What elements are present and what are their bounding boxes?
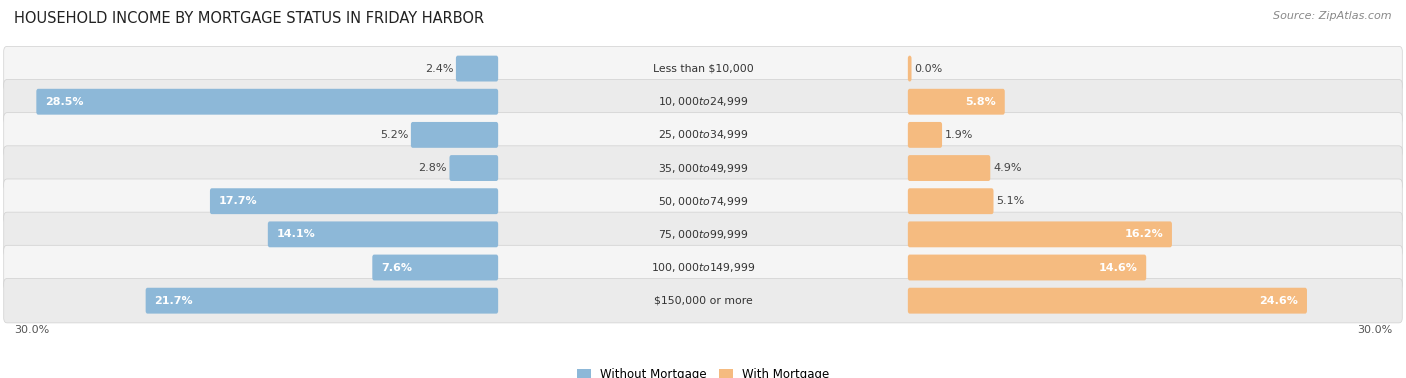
Text: 24.6%: 24.6% (1260, 296, 1298, 306)
Text: $100,000 to $149,999: $100,000 to $149,999 (651, 261, 755, 274)
Text: 0.0%: 0.0% (914, 64, 942, 74)
FancyBboxPatch shape (209, 188, 498, 214)
FancyBboxPatch shape (908, 288, 1308, 314)
FancyBboxPatch shape (908, 122, 942, 148)
Text: $50,000 to $74,999: $50,000 to $74,999 (658, 195, 748, 208)
FancyBboxPatch shape (4, 146, 1402, 190)
Text: $150,000 or more: $150,000 or more (654, 296, 752, 306)
Text: 21.7%: 21.7% (155, 296, 193, 306)
Text: 1.9%: 1.9% (945, 130, 973, 140)
Text: 2.4%: 2.4% (425, 64, 453, 74)
FancyBboxPatch shape (908, 188, 994, 214)
Text: Source: ZipAtlas.com: Source: ZipAtlas.com (1274, 11, 1392, 21)
Text: 30.0%: 30.0% (1357, 325, 1392, 335)
FancyBboxPatch shape (373, 255, 498, 280)
FancyBboxPatch shape (908, 155, 990, 181)
FancyBboxPatch shape (37, 89, 498, 115)
Text: 16.2%: 16.2% (1125, 229, 1163, 239)
Text: Less than $10,000: Less than $10,000 (652, 64, 754, 74)
FancyBboxPatch shape (4, 179, 1402, 223)
FancyBboxPatch shape (456, 56, 498, 82)
FancyBboxPatch shape (908, 56, 911, 82)
Text: 14.6%: 14.6% (1098, 262, 1137, 273)
FancyBboxPatch shape (450, 155, 498, 181)
FancyBboxPatch shape (908, 222, 1173, 247)
Text: 30.0%: 30.0% (14, 325, 49, 335)
FancyBboxPatch shape (4, 46, 1402, 91)
FancyBboxPatch shape (4, 279, 1402, 323)
Text: HOUSEHOLD INCOME BY MORTGAGE STATUS IN FRIDAY HARBOR: HOUSEHOLD INCOME BY MORTGAGE STATUS IN F… (14, 11, 484, 26)
FancyBboxPatch shape (4, 79, 1402, 124)
Text: 7.6%: 7.6% (381, 262, 412, 273)
FancyBboxPatch shape (4, 212, 1402, 257)
FancyBboxPatch shape (267, 222, 498, 247)
FancyBboxPatch shape (908, 89, 1005, 115)
Text: 5.1%: 5.1% (997, 196, 1025, 206)
FancyBboxPatch shape (411, 122, 498, 148)
FancyBboxPatch shape (908, 255, 1146, 280)
Text: 5.8%: 5.8% (966, 97, 995, 107)
Text: $10,000 to $24,999: $10,000 to $24,999 (658, 95, 748, 108)
Text: 5.2%: 5.2% (380, 130, 408, 140)
Text: 14.1%: 14.1% (277, 229, 315, 239)
Text: $25,000 to $34,999: $25,000 to $34,999 (658, 129, 748, 141)
Text: $35,000 to $49,999: $35,000 to $49,999 (658, 161, 748, 175)
Text: 28.5%: 28.5% (45, 97, 83, 107)
FancyBboxPatch shape (4, 245, 1402, 290)
FancyBboxPatch shape (146, 288, 498, 314)
Text: 17.7%: 17.7% (219, 196, 257, 206)
Text: 4.9%: 4.9% (993, 163, 1022, 173)
Text: 2.8%: 2.8% (418, 163, 447, 173)
Text: $75,000 to $99,999: $75,000 to $99,999 (658, 228, 748, 241)
FancyBboxPatch shape (4, 113, 1402, 157)
Legend: Without Mortgage, With Mortgage: Without Mortgage, With Mortgage (572, 363, 834, 378)
